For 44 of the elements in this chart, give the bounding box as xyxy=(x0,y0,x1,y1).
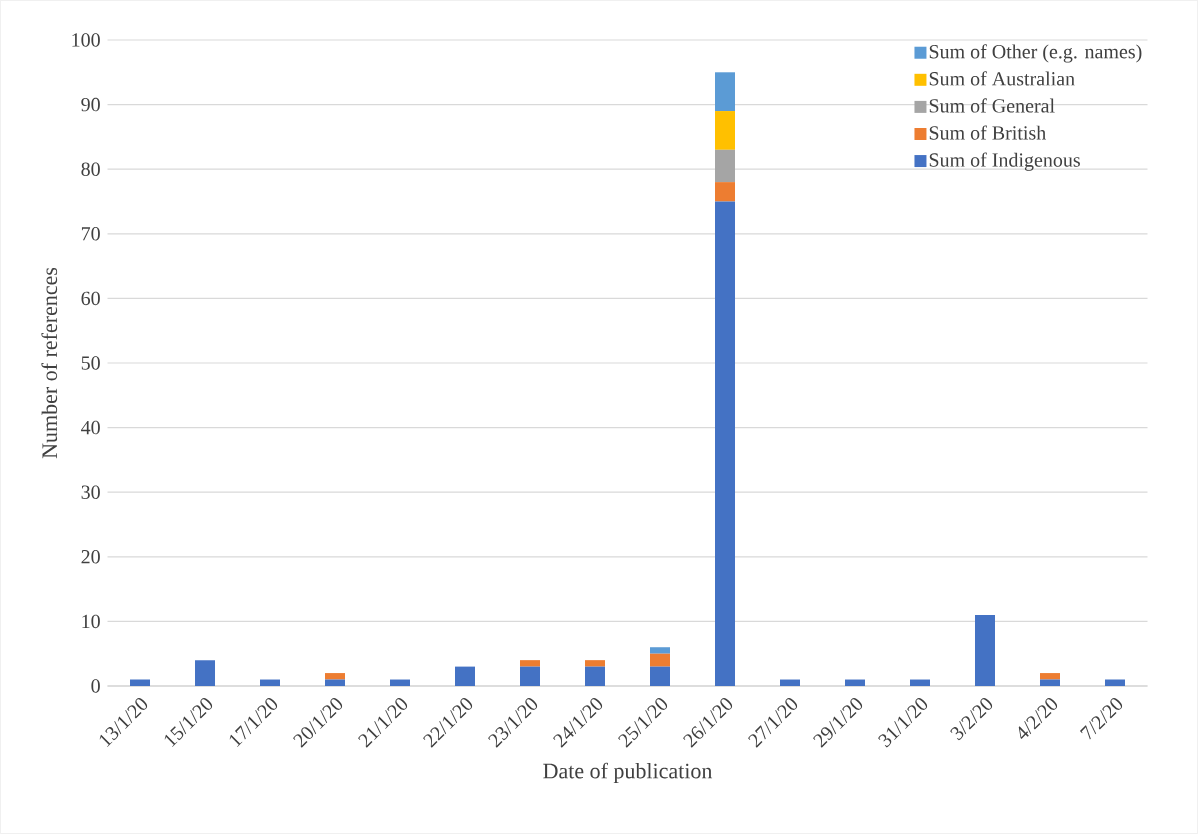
y-tick-label: 90 xyxy=(81,97,100,112)
bar xyxy=(585,660,605,667)
bar xyxy=(910,679,930,686)
bar xyxy=(520,660,540,667)
bar xyxy=(650,653,670,667)
bar xyxy=(130,679,151,686)
y-tick-label: 30 xyxy=(81,485,100,499)
y-tick-label: 100 xyxy=(72,33,100,47)
y-tick-label: 80 xyxy=(81,162,100,176)
bar xyxy=(1040,673,1060,680)
legend-label: Sum of Australian xyxy=(929,71,1075,86)
legend-label: Sum of Indigenous xyxy=(929,152,1080,171)
y-tick-label: 40 xyxy=(81,420,100,435)
legend-label: Sum of British xyxy=(929,125,1046,140)
bar xyxy=(715,72,735,112)
legend-label: Sum of General xyxy=(929,98,1055,113)
y-tick-label: 60 xyxy=(81,291,100,306)
bar xyxy=(325,679,346,686)
bar xyxy=(520,666,540,686)
legend-label: Sum of Other (e.g. names) xyxy=(929,44,1142,63)
bar xyxy=(780,679,800,686)
y-tick-label: 70 xyxy=(81,227,100,241)
bar xyxy=(715,182,735,202)
bar xyxy=(845,679,865,686)
y-tick-label: 50 xyxy=(81,356,100,370)
bar xyxy=(715,149,735,183)
y-tick-label: 20 xyxy=(81,550,100,564)
bar xyxy=(1105,679,1125,686)
bar xyxy=(325,673,346,680)
y-axis-title: Number of references xyxy=(41,267,58,459)
bar xyxy=(195,660,216,686)
bar xyxy=(455,666,476,686)
bar xyxy=(260,679,281,686)
bar xyxy=(650,647,670,654)
bar xyxy=(585,666,605,686)
y-tick-label: 10 xyxy=(82,614,100,629)
bar xyxy=(715,201,735,686)
bar xyxy=(715,111,735,150)
x-axis-title: Date of publication xyxy=(543,762,713,783)
bar xyxy=(1040,679,1060,686)
bar xyxy=(975,614,995,686)
bar xyxy=(390,679,411,686)
y-tick-label: 0 xyxy=(91,679,100,693)
bar xyxy=(650,666,670,686)
